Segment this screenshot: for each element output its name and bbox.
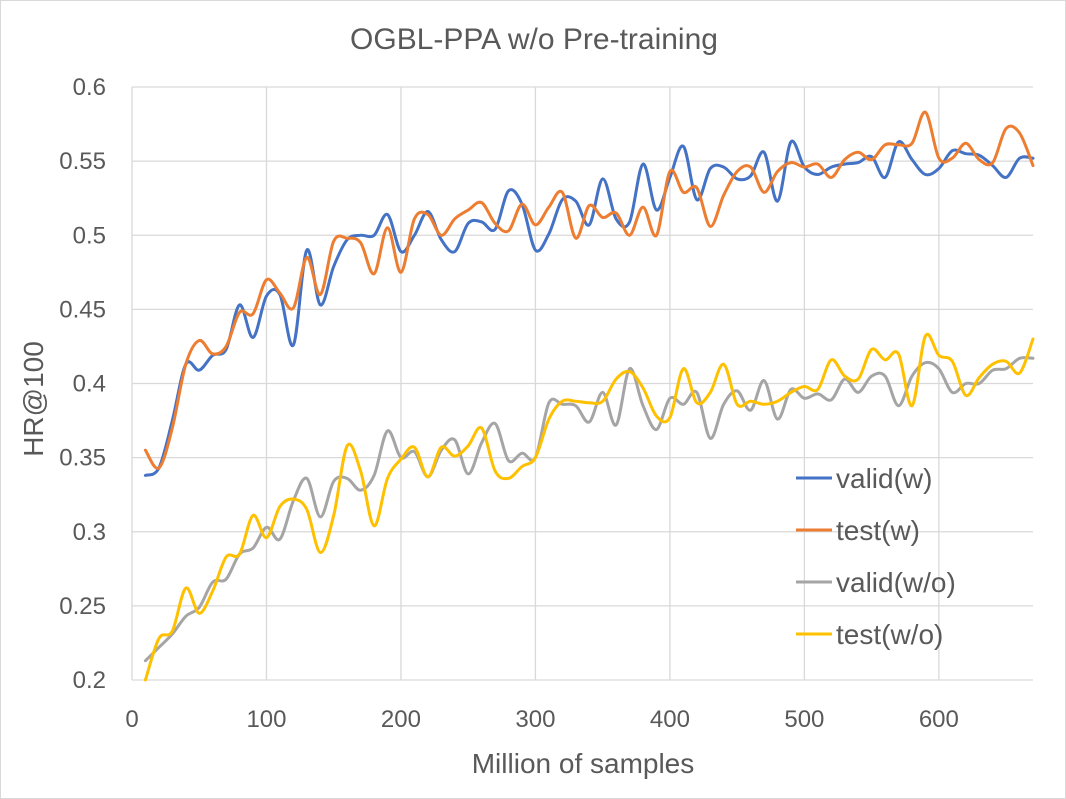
y-tick-label: 0.4 <box>73 371 106 398</box>
y-tick-label: 0.6 <box>73 74 106 101</box>
legend: valid(w) test(w) valid(w/o) test(w/o) <box>796 463 956 650</box>
legend-label: valid(w) <box>836 463 932 494</box>
y-tick-label: 0.25 <box>59 593 106 620</box>
tick-labels: 0.2 0.25 0.3 0.35 0.4 0.45 0.5 0.55 0.6 0 100 200 30… <box>59 74 959 733</box>
series-line-test-w-o <box>143 332 1035 682</box>
y-tick-label: 0.55 <box>59 148 106 175</box>
y-axis-title: HR@100 <box>18 341 49 457</box>
legend-label: test(w/o) <box>836 619 943 650</box>
x-axis-title: Million of samples <box>472 748 695 779</box>
series-lines <box>143 110 1035 682</box>
chart-title: OGBL-PPA w/o Pre-training <box>350 23 718 56</box>
gridlines <box>131 86 1033 681</box>
x-tick-label: 100 <box>246 706 286 733</box>
x-tick-label: 0 <box>125 706 138 733</box>
legend-label: valid(w/o) <box>836 567 956 598</box>
y-tick-label: 0.2 <box>73 667 106 694</box>
legend-label: test(w) <box>836 515 920 546</box>
y-tick-label: 0.45 <box>59 296 106 323</box>
series-line-test-w <box>143 110 1035 470</box>
series-line-valid-w <box>143 139 1035 477</box>
x-tick-label: 300 <box>515 706 555 733</box>
y-tick-label: 0.5 <box>73 222 106 249</box>
y-tick-label: 0.35 <box>59 445 106 472</box>
x-tick-label: 400 <box>650 706 690 733</box>
x-tick-label: 200 <box>381 706 421 733</box>
y-tick-label: 0.3 <box>73 519 106 546</box>
x-tick-label: 500 <box>784 706 824 733</box>
x-tick-label: 600 <box>919 706 959 733</box>
